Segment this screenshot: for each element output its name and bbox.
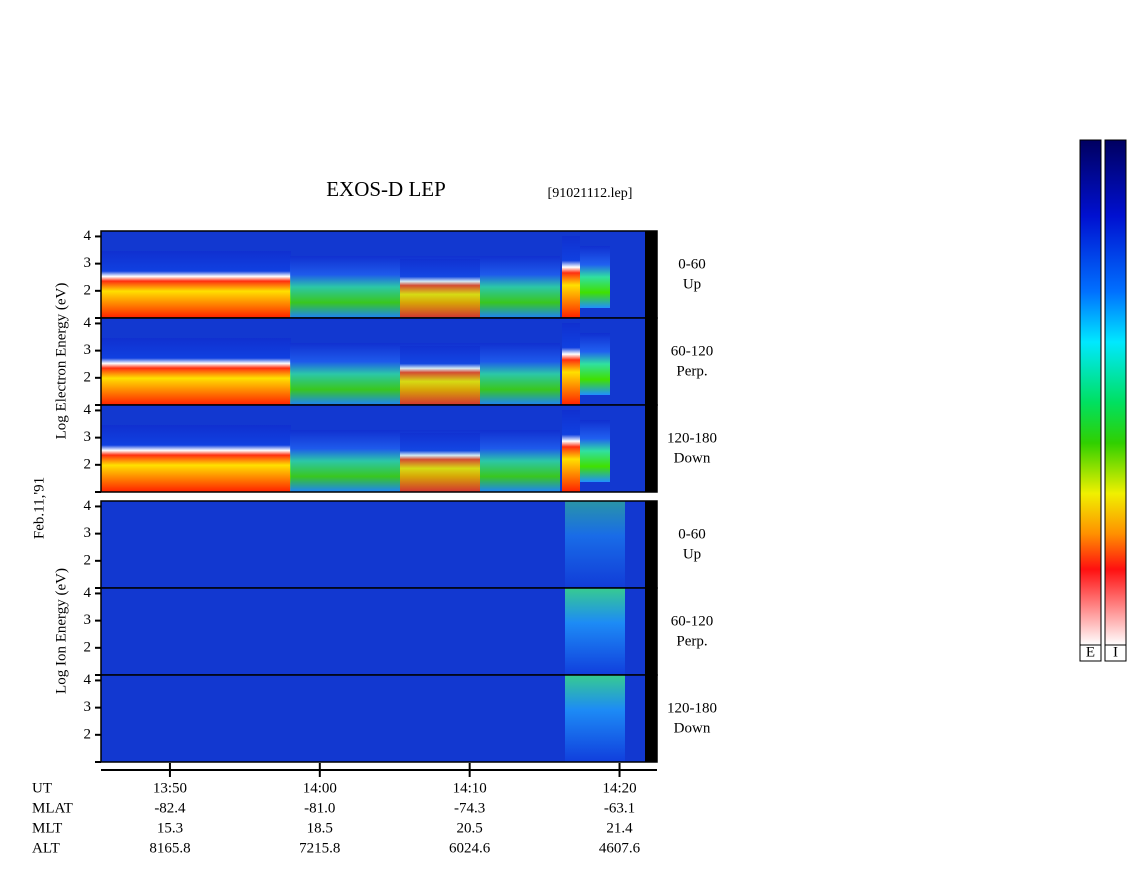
x-tick-label: 14:00 [303,780,337,796]
data-gap [645,675,657,762]
spectrum-fill [580,333,610,395]
row-value: 7215.8 [299,840,340,856]
y-tick-label: 3 [84,699,92,715]
row-value: -74.3 [454,800,485,816]
spectrum-fill [565,501,625,588]
row-value: -63.1 [604,800,635,816]
row-value: -81.0 [304,800,335,816]
row-value: 21.4 [606,820,633,836]
colorbar-label: I [1113,644,1118,660]
data-gap [645,231,657,318]
row-label: MLAT [32,800,73,816]
colorbar [1079,139,1102,646]
y-tick-label: 4 [84,585,92,601]
y-tick-label: 4 [84,315,92,331]
y-tick-label: 4 [84,228,92,244]
panel-direction: Up [683,546,701,562]
spectrum-fill [101,425,291,492]
panel-frame [100,674,658,763]
date: Feb.11,'91 [31,477,47,539]
panel-range: 60-120 [671,343,714,359]
data-gap [645,501,657,588]
data-gap [645,588,657,675]
panel-frame [100,404,658,493]
spectrogram-background [101,501,645,588]
y-tick-label: 4 [84,498,92,514]
row-value: 8165.8 [149,840,190,856]
colorbar-label-box [1104,644,1127,662]
panel-range: 0-60 [678,526,706,542]
colorbar-label-box [1079,644,1102,662]
row-value: -82.4 [154,800,186,816]
spectrum-fill [101,251,291,318]
spectrum-fill [562,323,580,405]
y-tick-label: 2 [84,456,92,472]
panel-direction: Down [674,450,711,466]
y-axis-label: Log Ion Energy (eV) [53,568,69,694]
data-gap [645,405,657,492]
y-tick-label: 3 [84,429,92,445]
y-tick-label: 3 [84,525,92,541]
row-value: 15.3 [157,820,183,836]
x-tick-label: 14:20 [602,780,636,796]
panel-range: 120-180 [667,700,717,716]
row-label: ALT [32,840,60,856]
spectrum-fill [400,346,480,405]
x-tick-label: 13:50 [153,780,187,796]
y-tick-label: 4 [84,402,92,418]
spectrogram-background [101,588,645,675]
y-tick-label: 4 [84,672,92,688]
spectrum-fill [400,433,480,492]
row-label: UT [32,780,52,796]
title: EXOS-D LEP [326,177,446,201]
spectrum-fill [565,675,625,762]
row-value: 6024.6 [449,840,491,856]
data-gap [645,318,657,405]
row-value: 20.5 [457,820,483,836]
panel-direction: Perp. [676,633,707,649]
spectrum-fill [562,236,580,318]
y-tick-label: 2 [84,282,92,298]
x-tick-label: 14:10 [453,780,487,796]
y-axis-label: Log Electron Energy (eV) [53,283,69,440]
y-tick-label: 3 [84,255,92,271]
y-tick-label: 3 [84,612,92,628]
y-tick-label: 2 [84,552,92,568]
row-label: MLT [32,820,62,836]
y-tick-label: 2 [84,369,92,385]
colorbar-label: E [1086,644,1095,660]
spectrum-fill [562,410,580,492]
spectrum-fill [580,246,610,308]
spectrum-fill [565,588,625,675]
panel-range: 0-60 [678,256,706,272]
spectrum-fill [400,259,480,318]
row-value: 18.5 [307,820,333,836]
file-name: [91021112.lep] [548,186,633,201]
panel-range: 60-120 [671,613,714,629]
spectrogram-background [101,675,645,762]
spectrum-fill [101,338,291,405]
spectrum-fill [580,420,610,482]
y-tick-label: 2 [84,726,92,742]
colorbar [1104,139,1127,646]
y-tick-label: 3 [84,342,92,358]
panel-direction: Perp. [676,363,707,379]
row-value: 4607.6 [599,840,641,856]
panel-range: 120-180 [667,430,717,446]
panel-direction: Down [674,720,711,736]
panel-direction: Up [683,276,701,292]
y-tick-label: 2 [84,639,92,655]
